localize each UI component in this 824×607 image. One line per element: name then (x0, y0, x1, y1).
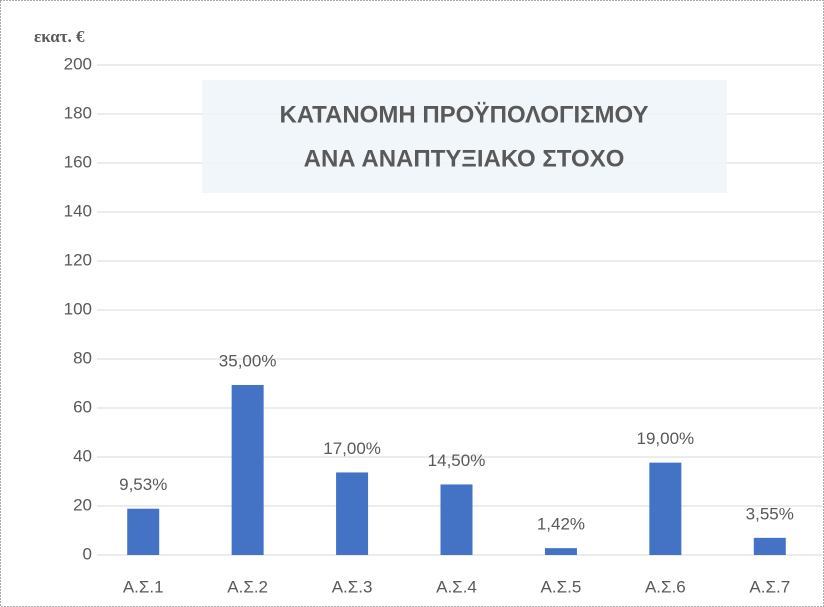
y-tick-label: 80 (73, 348, 92, 367)
x-tick-label: Α.Σ.3 (332, 577, 373, 596)
title-box (202, 80, 727, 193)
y-tick-label: 100 (64, 299, 92, 318)
y-tick-label: 0 (83, 544, 92, 563)
data-label: 1,42% (537, 515, 585, 534)
bar (231, 384, 264, 555)
bar (336, 472, 369, 555)
chart-title: ΚΑΤΑΝΟΜΗ ΠΡΟΫΠΟΛΟΓΙΣΜΟΥ (279, 101, 648, 128)
y-tick-label: 20 (73, 495, 92, 514)
y-axis-label: εκατ. € (34, 27, 85, 46)
x-tick-label: Α.Σ.6 (645, 577, 686, 596)
data-label: 17,00% (323, 439, 381, 458)
y-tick-label: 200 (64, 54, 92, 73)
bar (440, 484, 473, 555)
bar (544, 548, 577, 555)
x-tick-label: Α.Σ.1 (123, 577, 164, 596)
x-tick-label: Α.Σ.2 (227, 577, 268, 596)
x-tick-label: Α.Σ.5 (541, 577, 582, 596)
data-label: 35,00% (219, 351, 277, 370)
data-label: 19,00% (637, 429, 695, 448)
y-tick-label: 140 (64, 201, 92, 220)
chart-title: ΑΝΑ ΑΝΑΠΤΥΞΙΑΚΟ ΣΤΟΧΟ (304, 145, 625, 172)
bar (753, 537, 786, 555)
bar (127, 508, 160, 555)
y-tick-label: 120 (64, 250, 92, 269)
data-label: 9,53% (119, 475, 167, 494)
data-label: 14,50% (428, 451, 486, 470)
x-tick-label: Α.Σ.7 (749, 577, 790, 596)
y-tick-label: 160 (64, 152, 92, 171)
y-tick-label: 180 (64, 103, 92, 122)
y-tick-label: 60 (73, 397, 92, 416)
y-tick-label: 40 (73, 446, 92, 465)
x-tick-label: Α.Σ.4 (436, 577, 477, 596)
bar (649, 462, 682, 555)
data-label: 3,55% (746, 504, 794, 523)
